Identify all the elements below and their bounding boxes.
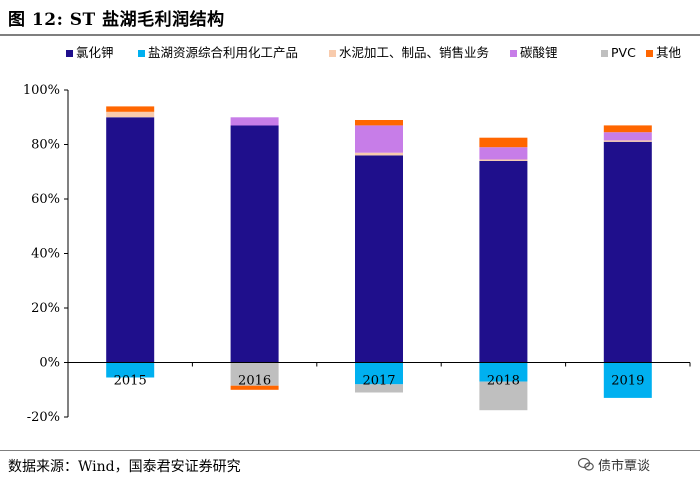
- y-tick-label: 20%: [31, 301, 60, 316]
- chart-legend: 氯化钾 盐湖资源综合利用化工产品 水泥加工、制品、销售业务 碳酸锂 PVC 其他: [66, 45, 682, 60]
- legend-label: 水泥加工、制品、销售业务: [339, 45, 489, 60]
- bar-segment: [355, 155, 403, 363]
- x-tick-label: 2016: [238, 374, 271, 389]
- y-tick-label: 0%: [39, 356, 60, 371]
- y-tick-label: 100%: [23, 83, 60, 98]
- bar-segment: [603, 132, 652, 141]
- bar-segment: [603, 141, 652, 363]
- bar-segment: [355, 384, 403, 393]
- stacked-bar-chart: 氯化钾 盐湖资源综合利用化工产品 水泥加工、制品、销售业务 碳酸锂 PVC 其他 -20%…: [23, 45, 691, 425]
- bar-segment: [479, 160, 528, 363]
- legend-swatch: [646, 50, 653, 57]
- legend-swatch: [601, 50, 608, 57]
- source-note: 数据来源：Wind，国泰君安证券研究: [8, 459, 241, 475]
- y-tick-label: -20%: [27, 410, 60, 425]
- bar-segment: [106, 106, 155, 112]
- bar-segment: [230, 125, 279, 363]
- category-labels: 2015 2016 2017 2018 2019: [114, 374, 645, 389]
- bar-segment: [106, 362, 155, 378]
- bar-segment: [230, 385, 279, 390]
- y-tick-label: 60%: [31, 192, 60, 207]
- bar-segment: [479, 362, 528, 382]
- footer-divider: [0, 450, 700, 451]
- bar-segment: [355, 362, 403, 385]
- x-tick-label: 2019: [611, 374, 644, 389]
- bar-segment: [230, 117, 279, 126]
- bar-segment: [230, 362, 279, 386]
- watermark: 债市覃谈: [578, 455, 650, 474]
- legend-swatch: [510, 50, 517, 57]
- wechat-icon: [578, 458, 594, 471]
- title-divider: [0, 34, 700, 36]
- legend-swatch: [66, 50, 73, 57]
- y-tick-label: 80%: [31, 138, 60, 153]
- legend-label: 氯化钾: [76, 45, 114, 60]
- figure-title: 图 12: ST 盐湖毛利润结构: [8, 10, 225, 30]
- legend-swatch: [138, 50, 145, 57]
- bar-segment: [355, 125, 403, 153]
- legend-label: PVC: [611, 45, 636, 60]
- legend-label: 其他: [656, 45, 682, 60]
- watermark-text: 债市覃谈: [598, 459, 651, 474]
- y-tick-label: 40%: [31, 247, 60, 262]
- bar-segment: [355, 152, 403, 156]
- x-tick-label: 2015: [114, 374, 147, 389]
- bar-segment: [479, 159, 528, 161]
- legend-label: 盐湖资源综合利用化工产品: [148, 45, 298, 60]
- chart-axes: -20% 0% 20% 40% 60% 80% 100%: [23, 83, 691, 425]
- bar-segment: [603, 140, 652, 142]
- bar-segment: [603, 125, 652, 133]
- bar-marks: [106, 106, 652, 411]
- bar-segment: [355, 120, 403, 126]
- x-tick-label: 2018: [487, 374, 520, 389]
- bar-segment: [106, 117, 155, 363]
- legend-label: 碳酸锂: [520, 45, 558, 60]
- bar-segment: [479, 147, 528, 160]
- bar-segment: [603, 362, 652, 398]
- bar-segment: [106, 111, 155, 118]
- legend-swatch: [329, 50, 336, 57]
- bar-segment: [479, 137, 528, 148]
- x-tick-label: 2017: [362, 374, 395, 389]
- bar-segment: [479, 381, 528, 411]
